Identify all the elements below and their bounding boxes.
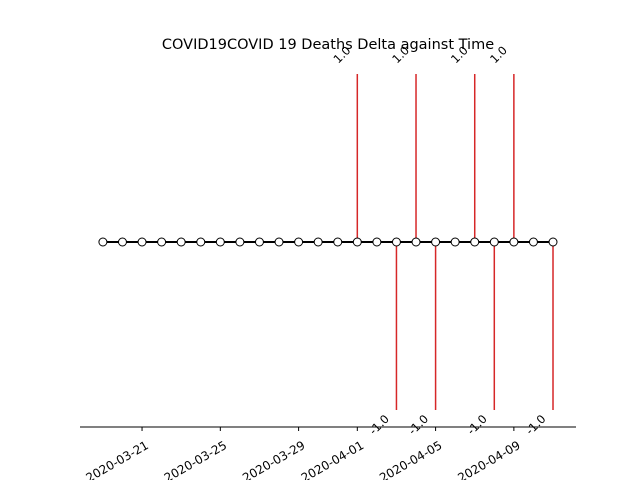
x-tick-label: 2020-04-09 — [455, 438, 522, 480]
date-marker — [450, 237, 460, 247]
date-marker — [372, 237, 382, 247]
date-marker — [528, 237, 538, 247]
chart-title: COVID19COVID 19 Deaths Delta against Tim… — [162, 37, 494, 53]
x-tick-label: 2020-03-29 — [240, 438, 307, 480]
date-marker — [137, 237, 147, 247]
date-marker — [470, 237, 480, 247]
date-marker — [313, 237, 323, 247]
event-label: -1.0 — [464, 412, 490, 438]
date-marker — [411, 237, 421, 247]
event-stems — [356, 74, 554, 410]
date-marker — [215, 237, 225, 247]
date-marker — [509, 237, 519, 247]
date-marker — [489, 237, 499, 247]
date-marker — [98, 237, 108, 247]
x-tick-label: 2020-03-25 — [162, 438, 229, 480]
x-tick-label: 2020-04-05 — [377, 438, 444, 480]
date-marker — [274, 237, 284, 247]
date-marker — [176, 237, 186, 247]
date-marker — [294, 237, 304, 247]
date-marker — [391, 237, 401, 247]
date-marker — [431, 237, 441, 247]
event-label: -1.0 — [523, 412, 549, 438]
date-marker — [333, 237, 343, 247]
x-tick-label: 2020-03-21 — [84, 438, 151, 480]
event-label: -1.0 — [405, 412, 431, 438]
date-marker — [157, 237, 167, 247]
x-tick-label: 2020-04-01 — [299, 438, 366, 480]
event-label: -1.0 — [366, 412, 392, 438]
date-marker — [196, 237, 206, 247]
x-axis-ticks: 2020-03-21 2020-03-25 2020-03-292020-04-01… — [84, 427, 523, 480]
date-marker — [117, 237, 127, 247]
date-marker — [235, 237, 245, 247]
date-marker — [548, 237, 558, 247]
date-markers — [98, 237, 558, 247]
date-marker — [254, 237, 264, 247]
date-marker — [352, 237, 362, 247]
